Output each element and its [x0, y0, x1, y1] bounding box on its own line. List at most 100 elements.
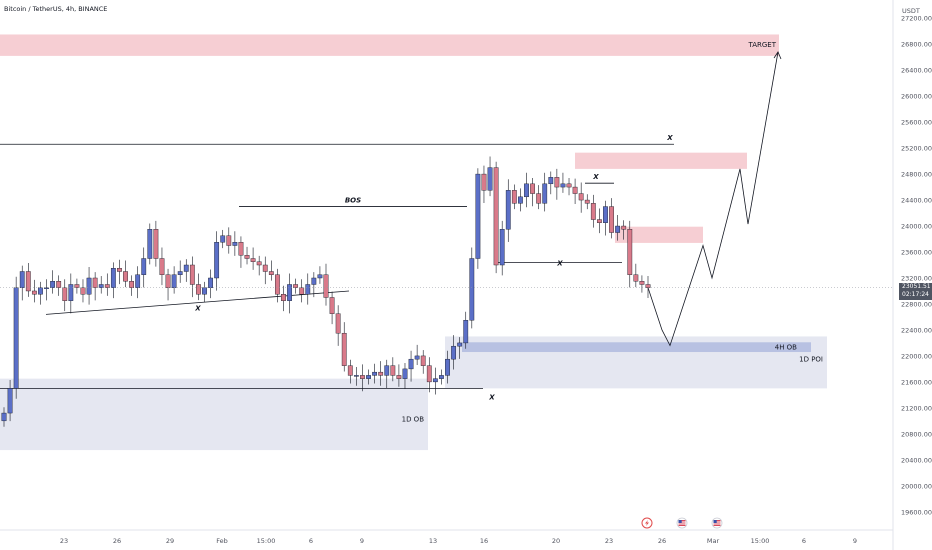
candle-body	[360, 375, 365, 379]
trendline	[45, 290, 350, 315]
lightning-event-icon	[641, 517, 653, 529]
time-tick-label: 26	[658, 537, 666, 545]
candle-body	[572, 186, 578, 194]
candle-body	[86, 277, 92, 295]
candle-body	[62, 287, 68, 301]
candle-body	[499, 229, 505, 266]
candle-body	[615, 225, 621, 233]
candle-body	[153, 229, 159, 259]
candle-body	[408, 358, 414, 370]
candle-body	[7, 388, 13, 414]
price-tick-label: 26400.00	[901, 67, 932, 75]
candle-body	[639, 281, 645, 285]
time-tick-label: 15:00	[751, 537, 770, 545]
price-tick-label: 27200.00	[901, 15, 932, 23]
time-tick-label: 15:00	[257, 537, 276, 545]
candle-body	[244, 255, 250, 259]
candle-body	[366, 375, 371, 379]
candle-body	[165, 274, 171, 288]
price-tick-label: 24800.00	[901, 171, 932, 179]
candle-body	[432, 378, 438, 383]
candle-body	[268, 271, 274, 275]
candle-body	[50, 281, 56, 288]
candle-body	[208, 277, 213, 288]
price-tick-label: 26000.00	[901, 93, 932, 101]
internal-high-level-label: X	[592, 173, 599, 181]
candle-body	[530, 183, 535, 194]
candle-body	[451, 345, 456, 360]
candle-body	[1, 412, 7, 422]
candle-body	[238, 242, 244, 256]
candle-body	[274, 274, 280, 295]
candle-body	[226, 235, 232, 246]
lightning-icon-bolt	[645, 520, 649, 526]
candle-body	[335, 313, 341, 334]
candle-countdown: 02:17:24	[902, 291, 929, 298]
candle-body	[196, 284, 201, 295]
candle-body	[603, 206, 608, 223]
flag-icon-stripes	[713, 520, 721, 526]
candle-body	[633, 274, 639, 282]
candle-body	[341, 332, 347, 366]
candle-body	[31, 290, 37, 295]
1d-ob-label: 1D OB	[402, 415, 425, 423]
candle-body	[390, 365, 396, 376]
price-tick-label: 24000.00	[901, 223, 932, 231]
candle-body	[183, 264, 189, 272]
candle-body	[542, 183, 548, 204]
flag-icon-canton	[713, 520, 717, 523]
candle-body	[202, 287, 207, 295]
candle-body	[177, 271, 183, 275]
candle-body	[439, 375, 444, 379]
price-tick-label: 21600.00	[901, 378, 932, 386]
trendline-label: X	[194, 305, 201, 313]
candle-body	[566, 183, 572, 188]
candle-body	[74, 284, 80, 288]
bos-level-label: BOS	[345, 197, 361, 205]
internal-low-level-label: X	[556, 259, 563, 267]
candle-body	[621, 225, 627, 230]
candle-body	[329, 297, 335, 314]
flag-icon-stripe	[713, 523, 721, 525]
current-price-badge: 23051.51 02:17:24	[899, 283, 932, 300]
candle-body	[25, 271, 31, 292]
candle-body	[645, 284, 651, 288]
candle-body	[19, 271, 25, 288]
candle-body	[481, 173, 487, 191]
time-tick-label: Mar	[707, 537, 720, 545]
zone-target	[0, 34, 779, 56]
candle-body	[596, 219, 602, 223]
price-tick-label: 20000.00	[901, 482, 932, 490]
projection-path	[647, 51, 779, 347]
candle-body	[396, 375, 402, 379]
candle-body	[487, 167, 493, 191]
candle-body	[609, 206, 614, 233]
candle-body	[505, 190, 511, 230]
candle-body	[56, 281, 62, 288]
candle-body	[147, 229, 153, 259]
candle-body	[287, 284, 292, 301]
time-tick-label: 23	[605, 537, 613, 545]
candle-body	[250, 258, 256, 262]
time-tick-label: 16	[480, 537, 488, 545]
candle-body	[445, 358, 450, 376]
candle-body	[80, 287, 86, 295]
price-tick-label: 22400.00	[901, 326, 932, 334]
projection-arrowhead	[773, 51, 782, 60]
price-tick-label: 23200.00	[901, 274, 932, 282]
candle-body	[463, 319, 469, 344]
price-tick-label: 23600.00	[901, 249, 932, 257]
current-price-label: 23051.51	[902, 283, 931, 290]
price-tick-label: 24400.00	[901, 197, 932, 205]
candle-body	[68, 284, 74, 301]
target-label: TARGET	[747, 41, 776, 49]
candle-body	[256, 261, 262, 266]
candle-body	[311, 277, 317, 285]
1d-poi-label: 1D POI	[799, 356, 823, 364]
zone-supply-lower	[615, 226, 703, 243]
candle-body	[560, 183, 566, 188]
zone-supply-upper	[575, 152, 747, 169]
candle-body	[518, 196, 523, 204]
